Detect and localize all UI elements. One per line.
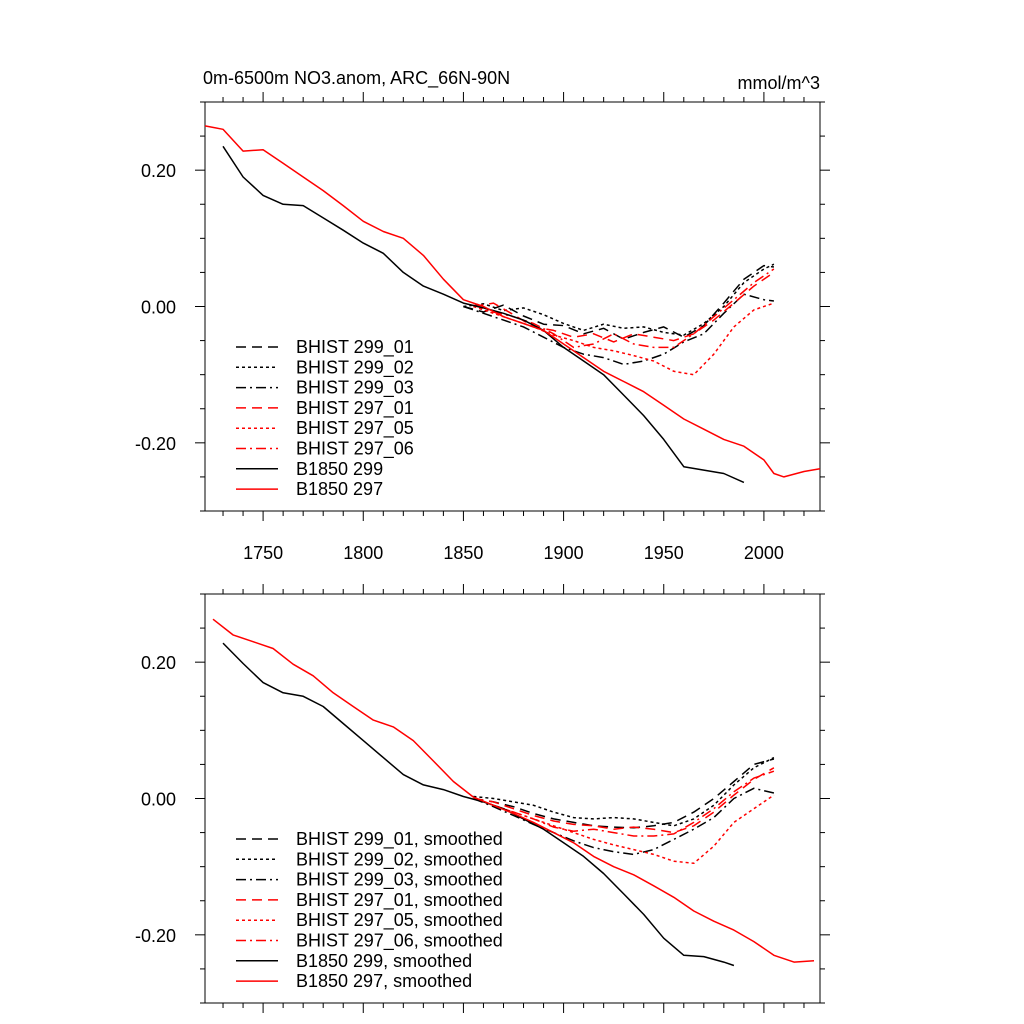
series-line-2 [463,263,775,336]
series-line-7 [222,145,745,484]
series-line-5 [473,302,775,376]
series-line-8 [212,618,815,963]
x-tick-label: 1850 [443,543,483,563]
series-line-8 [204,125,821,478]
legend-label: B1850 299, smoothed [296,951,472,971]
legend-label: BHIST 299_03 [296,378,414,399]
legend-label: BHIST 299_01 [296,337,414,358]
legend-label: BHIST 297_01, smoothed [296,890,503,911]
legend-label: BHIST 297_05, smoothed [296,910,503,931]
legend-label: BHIST 299_02, smoothed [296,849,503,870]
legend-label: B1850 297, smoothed [296,971,472,991]
x-tick-label: 2000 [744,543,784,563]
units-label: mmol/m^3 [738,73,820,93]
y-tick-label: 0.00 [141,298,176,318]
legend-label: B1850 299 [296,459,383,479]
series-line-2 [473,756,775,827]
bottom-panel: 0.200.00-0.20 BHIST 299_01, smoothedBHIS… [135,584,830,1013]
bottom-plot-marks: 0.20 0.00 -0.20 [135,584,830,1013]
legend-label: BHIST 299_03, smoothed [296,870,503,891]
legend-label: BHIST 299_02 [296,357,414,378]
series-line-3 [473,787,775,856]
y-tick-label: 0.20 [141,653,176,673]
legend-label: BHIST 297_06, smoothed [296,931,503,952]
top-plot-marks: 0.20 0.00 -0.20 1750 1800 1850 1900 1950 2000 [135,92,830,563]
series-line-1 [463,264,775,340]
series-line-5 [473,794,775,865]
legend-label: B1850 297 [296,479,383,499]
x-tick-label: 1900 [544,543,584,563]
y-tick-label: 0.00 [141,790,176,810]
y-tick-label: -0.20 [135,434,176,454]
series-line-4 [473,767,775,834]
y-tick-label: -0.20 [135,926,176,946]
x-tick-label: 1800 [343,543,383,563]
chart-title: 0m-6500m NO3.anom, ARC_66N-90N [203,68,510,89]
legend-label: BHIST 297_01 [296,398,414,419]
series-line-1 [473,758,775,829]
x-tick-label: 1750 [243,543,283,563]
x-tick-label: 1950 [644,543,684,563]
legend-label: BHIST 299_01, smoothed [296,829,503,850]
y-tick-label: 0.20 [141,161,176,181]
top-panel: 0m-6500m NO3.anom, ARC_66N-90N mmol/m^3 … [135,68,830,563]
series-line-6 [473,268,775,349]
series-line-4 [473,271,775,343]
legend-label: BHIST 297_06 [296,439,414,460]
legend-label: BHIST 297_05 [296,418,414,439]
series-line-6 [473,770,775,837]
